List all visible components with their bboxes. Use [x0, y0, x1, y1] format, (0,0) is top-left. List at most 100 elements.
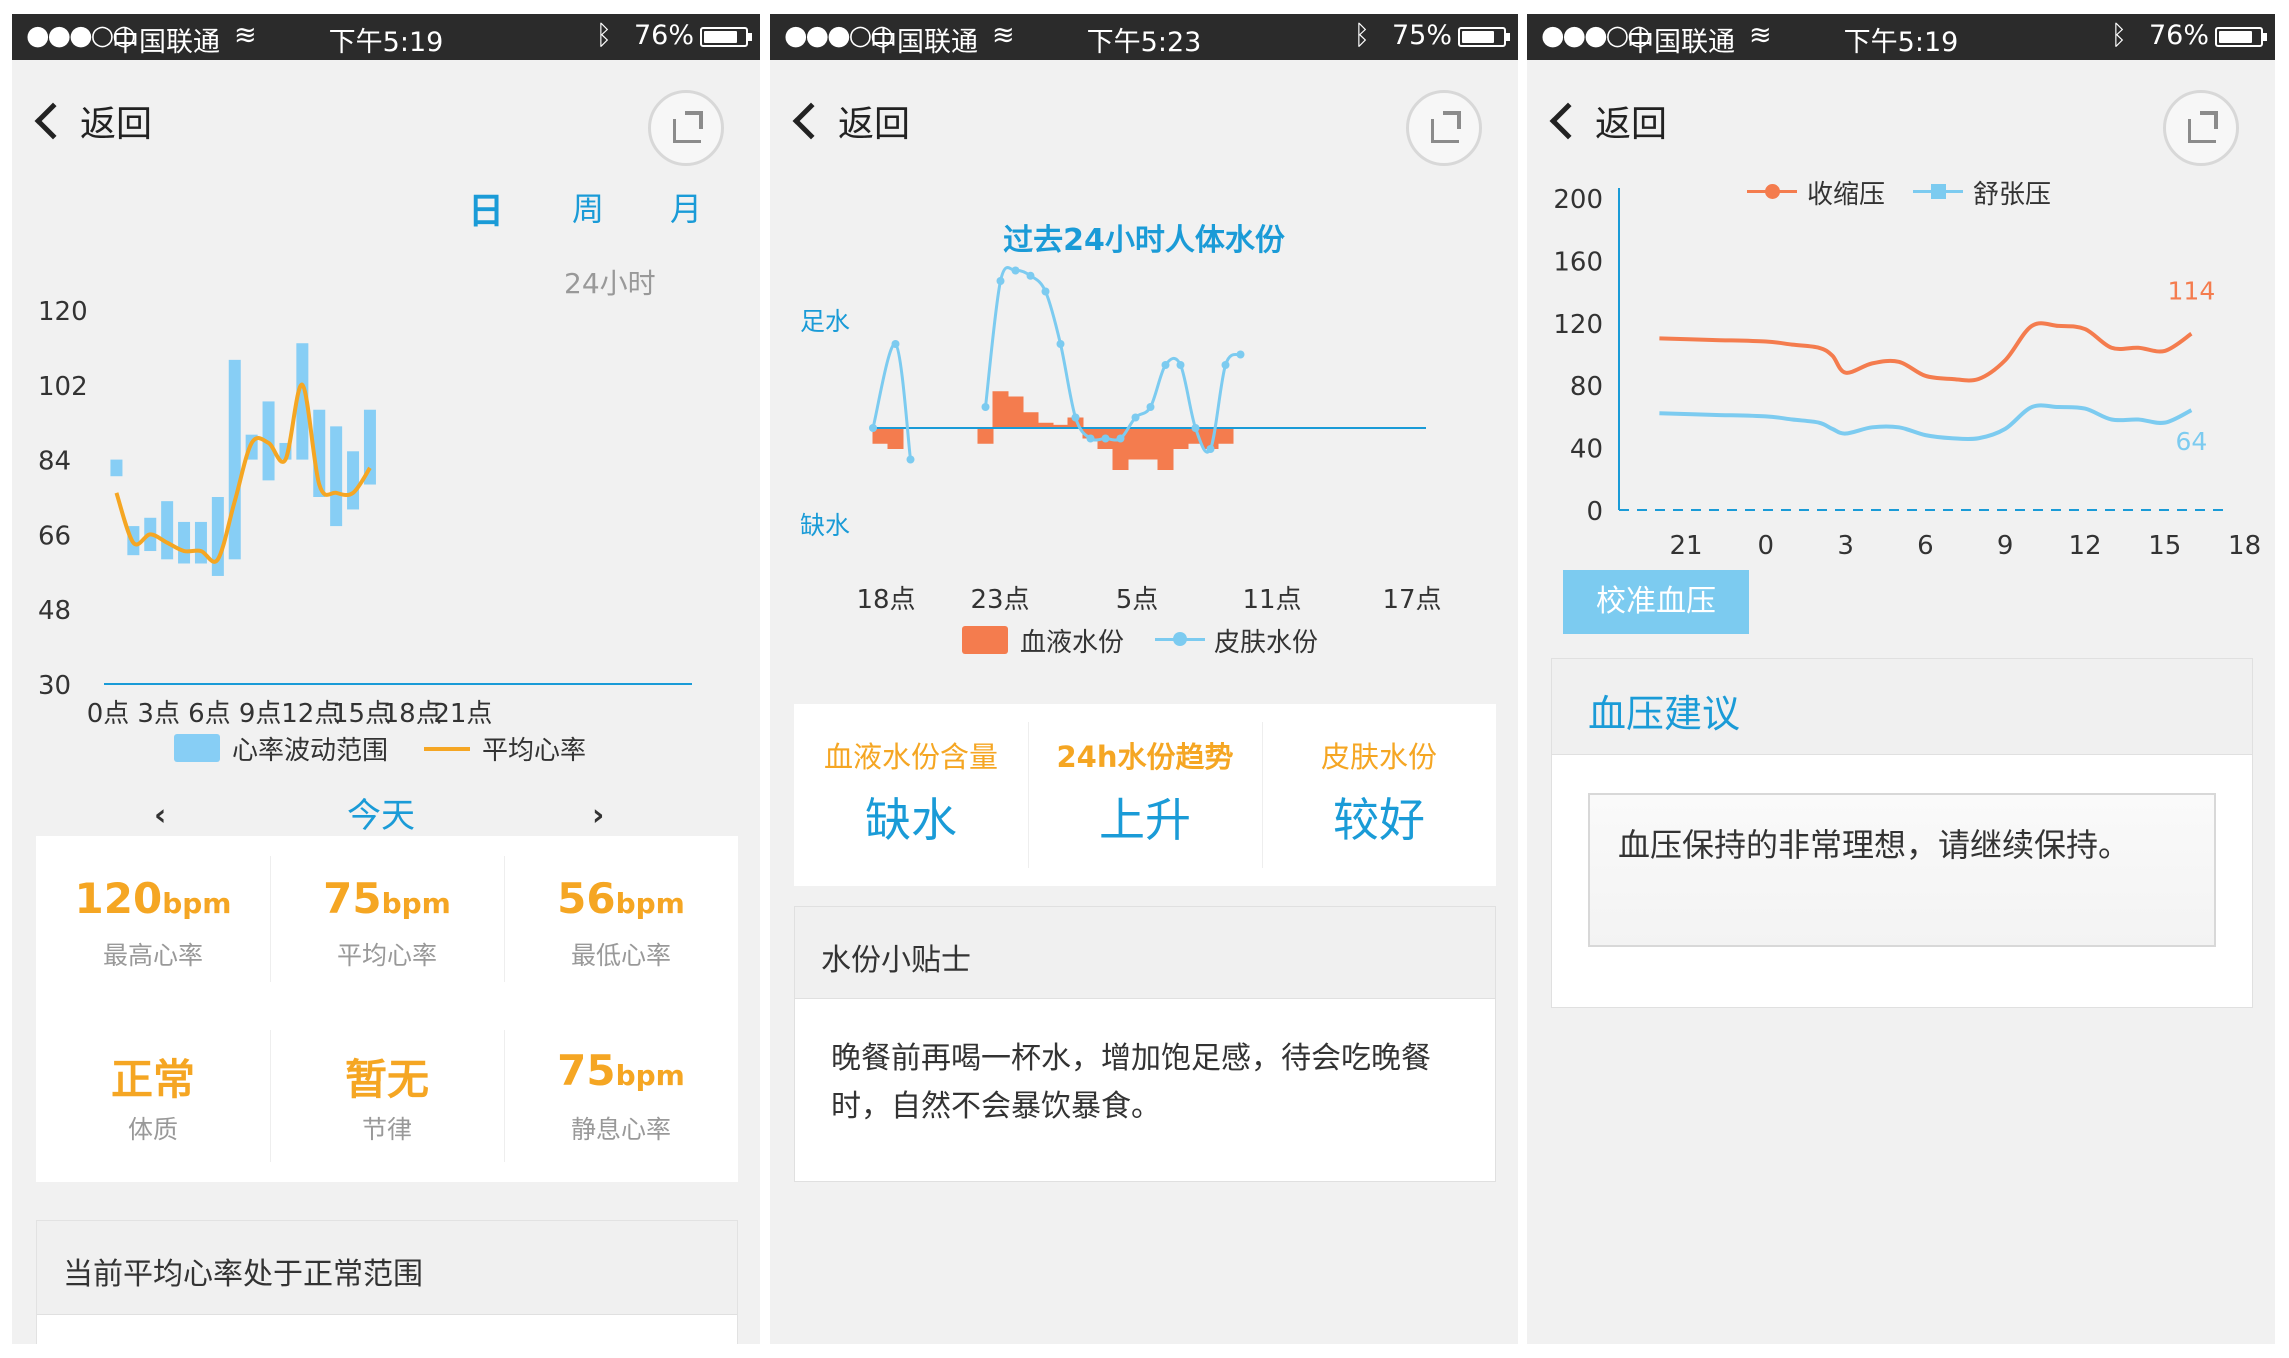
x-tick-label: 18点	[856, 585, 915, 615]
skin-water-point	[1056, 340, 1065, 348]
share-icon	[2188, 119, 2216, 143]
x-tick-label: 18	[2228, 531, 2261, 561]
blood-pressure-screen: ●●●○○ 中国联通 ≋ 下午5:19 ᛒ 76% 返回 0 40 80 120 160…	[1527, 14, 2275, 1344]
heart-advice-title: 当前平均心率处于正常范围	[63, 1257, 423, 1292]
skin-water-point	[869, 424, 877, 432]
legend-label-avg: 平均心率	[482, 736, 587, 766]
wifi-icon: ≋	[234, 20, 257, 51]
status-time: 下午5:19	[1843, 27, 1959, 58]
blood-water-bar	[1037, 422, 1054, 428]
back-button[interactable]: 返回	[784, 96, 910, 146]
trend-value: 上升	[1099, 793, 1191, 847]
water-tips-card: 水份小贴士 晚餐前再喝一杯水，增加饱足感，待会吃晚餐时，自然不会暴饮暴食。	[794, 906, 1496, 1182]
y-tick-label: 40	[1570, 435, 1603, 465]
bluetooth-icon: ᛒ	[2110, 20, 2127, 51]
skin-water-point	[1206, 445, 1215, 453]
skin-water-point	[1236, 350, 1245, 359]
x-tick-label: 12点	[281, 699, 340, 729]
stat-avg: 75bpm	[323, 874, 451, 923]
legend-label-systolic: 收缩压	[1807, 180, 1886, 210]
y-tick-label: 102	[38, 372, 88, 402]
stat-constitution-label: 体质	[127, 1115, 178, 1144]
heart-rate-screen: ●●●○○ 中国联通 ≋ 下午5:19 ᛒ 76% 返回 日 周 月 24小时 …	[12, 14, 760, 1344]
skin-water-point	[1221, 361, 1230, 369]
battery-icon	[2215, 27, 2267, 47]
stat-constitution: 正常	[110, 1055, 195, 1104]
blood-water-bar	[1007, 396, 1024, 428]
skin-water-point	[906, 455, 915, 464]
blood-water-bar	[1067, 417, 1084, 428]
skin-water-point	[981, 403, 990, 411]
skin-water-point	[1176, 361, 1185, 369]
back-button[interactable]: 返回	[1541, 96, 1667, 146]
blood-water-bar	[992, 391, 1009, 428]
systolic-last-value: 114	[2168, 277, 2216, 306]
back-label: 返回	[838, 104, 911, 145]
legend-swatch-range	[174, 734, 220, 762]
bluetooth-icon: ᛒ	[595, 20, 612, 51]
skin-water-point	[1131, 413, 1140, 422]
status-time: 下午5:19	[328, 27, 444, 58]
y-tick-label: 200	[1553, 185, 1603, 215]
status-bar: ●●●○○ 中国联通 ≋ 下午5:19 ᛒ 76%	[12, 14, 760, 60]
blood-water-bar	[1082, 428, 1099, 439]
skin-water-point	[1161, 361, 1170, 369]
legend-label-skin: 皮肤水份	[1214, 628, 1319, 658]
share-button[interactable]	[1406, 90, 1482, 166]
x-tick-label: 11点	[1242, 585, 1301, 615]
average-heart-rate-line	[114, 382, 372, 564]
x-tick-label: 9点	[239, 699, 282, 729]
calibrate-bp-button[interactable]: 校准血压	[1563, 570, 1749, 634]
bp-advice-title: 血压建议	[1588, 692, 1741, 736]
x-tick-label: 15	[2148, 531, 2181, 561]
heart-range-bar	[363, 409, 376, 485]
back-button[interactable]: 返回	[26, 96, 152, 146]
skin-water-point	[1146, 403, 1155, 411]
x-tick-label: 3	[1837, 531, 1854, 561]
blood-water-bar	[1157, 428, 1174, 470]
heart-range-bar	[296, 343, 309, 460]
x-tick-label: 6	[1917, 531, 1934, 561]
x-tick-label: 17点	[1382, 585, 1441, 615]
hydration-screen: ●●●○○ 中国联通 ≋ 下午5:23 ᛒ 75% 返回 过去24小时人体水份足…	[770, 14, 1518, 1344]
stat-resting-label: 静息心率	[570, 1115, 671, 1144]
skin-water-value: 较好	[1333, 793, 1425, 847]
stat-min-label: 最低心率	[570, 941, 671, 970]
wifi-icon: ≋	[1749, 20, 1772, 51]
blood-water-bar	[887, 428, 904, 449]
next-day-button[interactable]: ›	[592, 798, 605, 833]
blood-water-label: 血液水份含量	[823, 740, 998, 774]
signal-icon: ●●●○○	[784, 20, 894, 51]
hydration-summary-card: 血液水份含量 缺水 24h水份趋势 上升 皮肤水份 较好	[794, 704, 1496, 886]
x-tick-label: 23点	[970, 585, 1029, 615]
systolic-line	[1659, 321, 2193, 383]
diastolic-last-value: 64	[2175, 427, 2207, 456]
x-tick-label: 18点	[383, 699, 442, 729]
battery-icon	[1458, 27, 1510, 47]
bp-advice-card: 血压建议 血压保持的非常理想，请继续保持。	[1551, 658, 2253, 1008]
y-tick-label: 48	[38, 596, 71, 626]
stat-max: 120bpm	[74, 874, 232, 923]
prev-day-button[interactable]: ‹	[154, 798, 167, 833]
x-tick-label: 0点	[87, 699, 130, 729]
x-tick-label: 12	[2068, 531, 2101, 561]
y-tick-label: 120	[1553, 310, 1603, 340]
share-button[interactable]	[2163, 90, 2239, 166]
status-time: 下午5:23	[1086, 27, 1202, 58]
skin-water-point	[1011, 266, 1020, 275]
nav-bar: 返回	[770, 60, 1518, 186]
water-tips-title: 水份小贴士	[821, 943, 971, 978]
tab-week[interactable]: 周	[572, 190, 605, 228]
x-tick-label: 15点	[332, 699, 391, 729]
share-button[interactable]	[648, 90, 724, 166]
y-label-dehydrated: 缺水	[800, 511, 850, 540]
status-bar: ●●●○○ 中国联通 ≋ 下午5:19 ᛒ 76%	[1527, 14, 2275, 60]
heart-advice-card: 当前平均心率处于正常范围	[36, 1220, 738, 1344]
tab-day[interactable]: 日	[468, 191, 505, 232]
share-icon	[1431, 119, 1459, 143]
tab-month[interactable]: 月	[670, 190, 703, 228]
skin-water-point	[1086, 434, 1095, 443]
x-tick-label: 21	[1669, 531, 1702, 561]
stats-card: 120bpm 最高心率 75bpm 平均心率 56bpm 最低心率 正常 体质 …	[36, 836, 738, 1182]
